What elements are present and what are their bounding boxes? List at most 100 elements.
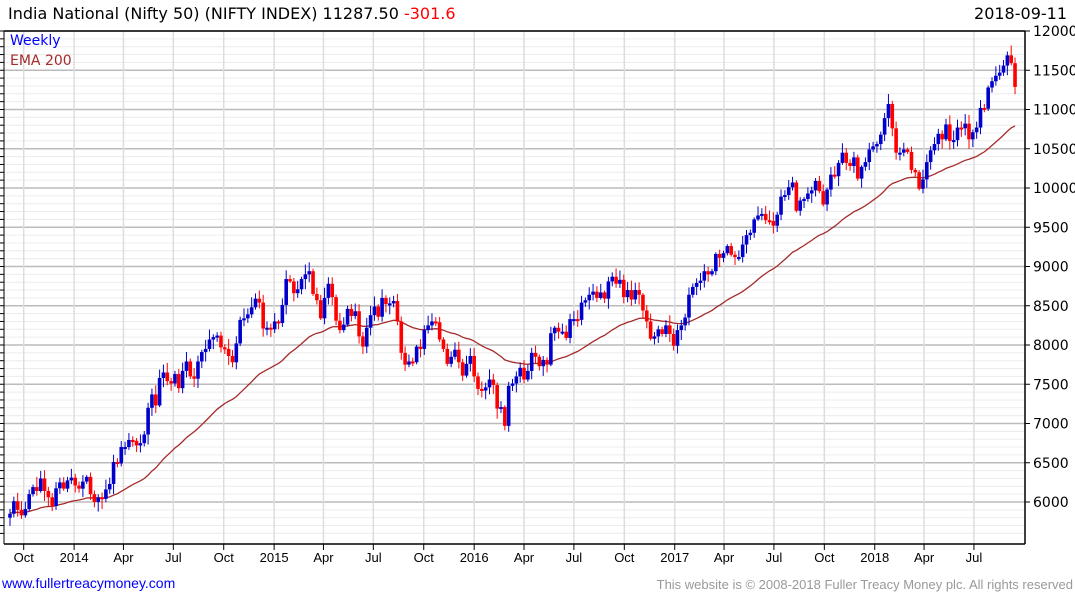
candle bbox=[119, 441, 124, 467]
candle bbox=[65, 476, 70, 493]
candle-body bbox=[901, 149, 906, 153]
candle-body bbox=[410, 361, 415, 364]
candle bbox=[621, 274, 626, 304]
candle-body bbox=[537, 356, 542, 367]
candle bbox=[407, 354, 411, 368]
candle bbox=[959, 121, 964, 137]
candle bbox=[445, 343, 450, 367]
candle-body bbox=[867, 149, 872, 163]
candle bbox=[556, 322, 561, 339]
candle bbox=[203, 339, 208, 362]
candle bbox=[779, 189, 783, 221]
candle-body bbox=[437, 322, 442, 340]
candle-body bbox=[107, 483, 112, 490]
website-link[interactable]: www.fullertreacymoney.com bbox=[2, 575, 176, 591]
candle-body bbox=[326, 283, 331, 298]
candle bbox=[706, 266, 710, 282]
candle bbox=[767, 210, 772, 225]
candle bbox=[364, 317, 369, 354]
candle bbox=[1009, 45, 1013, 66]
candle-body bbox=[829, 174, 833, 190]
candle-body bbox=[46, 491, 51, 498]
candle-body bbox=[311, 271, 315, 294]
candle-body bbox=[813, 180, 818, 191]
candle-body bbox=[890, 104, 895, 129]
candle bbox=[652, 331, 657, 345]
candle bbox=[806, 187, 810, 202]
candle-body bbox=[284, 279, 288, 305]
candle bbox=[499, 401, 503, 414]
candle bbox=[552, 325, 557, 341]
candle bbox=[276, 319, 281, 330]
candle bbox=[587, 287, 592, 310]
candle-body bbox=[752, 219, 756, 233]
candle bbox=[905, 147, 910, 154]
candle-body bbox=[127, 439, 131, 448]
candle-body bbox=[725, 246, 730, 254]
candle-body bbox=[96, 497, 101, 502]
candle bbox=[948, 115, 952, 150]
candle bbox=[940, 130, 944, 149]
candle-body bbox=[196, 361, 200, 379]
candle bbox=[200, 349, 204, 368]
candle-body bbox=[399, 321, 404, 353]
candle-body bbox=[925, 162, 929, 180]
candle bbox=[871, 141, 875, 153]
candle-body bbox=[457, 349, 461, 363]
candle bbox=[825, 187, 829, 211]
legend-ema: EMA 200 bbox=[10, 53, 72, 69]
candle bbox=[664, 320, 668, 338]
candle bbox=[595, 286, 599, 302]
candle-body bbox=[27, 494, 31, 510]
candle-body bbox=[303, 274, 308, 280]
y-tick-label: 10500 bbox=[1033, 142, 1075, 158]
candle bbox=[130, 436, 135, 447]
candle bbox=[683, 313, 687, 331]
candle-body bbox=[184, 361, 189, 371]
candle bbox=[687, 287, 691, 326]
candle-body bbox=[483, 387, 488, 391]
candle-body bbox=[349, 308, 354, 316]
candle-body bbox=[564, 331, 569, 338]
candle bbox=[760, 208, 764, 221]
y-tick-label: 8500 bbox=[1033, 299, 1069, 315]
candle bbox=[19, 501, 24, 519]
candle-body bbox=[280, 304, 285, 324]
candle bbox=[104, 479, 108, 503]
candle-body bbox=[361, 336, 365, 347]
candle bbox=[357, 304, 361, 344]
candle bbox=[844, 148, 849, 171]
candle-body bbox=[556, 327, 561, 332]
candle-body bbox=[568, 319, 572, 338]
candle-body bbox=[395, 301, 400, 322]
candle bbox=[656, 325, 661, 344]
candle bbox=[568, 313, 572, 344]
x-tick-label: Oct bbox=[814, 550, 835, 565]
candle-body bbox=[809, 190, 814, 194]
candle bbox=[794, 180, 799, 213]
candle-body bbox=[169, 381, 173, 384]
candle bbox=[802, 196, 806, 208]
candle-body bbox=[917, 172, 921, 189]
candle bbox=[967, 114, 971, 149]
candle bbox=[729, 242, 733, 257]
candle bbox=[487, 369, 492, 395]
candle-body bbox=[134, 440, 139, 446]
candle bbox=[292, 277, 296, 302]
candle bbox=[1013, 57, 1017, 95]
candle bbox=[288, 275, 292, 284]
candle-body bbox=[518, 367, 522, 377]
candle bbox=[157, 369, 162, 408]
ema-200-line bbox=[9, 125, 1016, 514]
candle bbox=[150, 388, 154, 416]
candle-body bbox=[671, 334, 676, 346]
candle bbox=[951, 130, 956, 149]
candle-body bbox=[894, 128, 898, 153]
candle-body bbox=[433, 321, 438, 324]
candle-body bbox=[234, 343, 239, 363]
candle-body bbox=[153, 394, 158, 406]
candle bbox=[855, 154, 860, 181]
candle bbox=[472, 347, 476, 382]
candle bbox=[591, 283, 595, 301]
candle-body bbox=[683, 317, 687, 326]
